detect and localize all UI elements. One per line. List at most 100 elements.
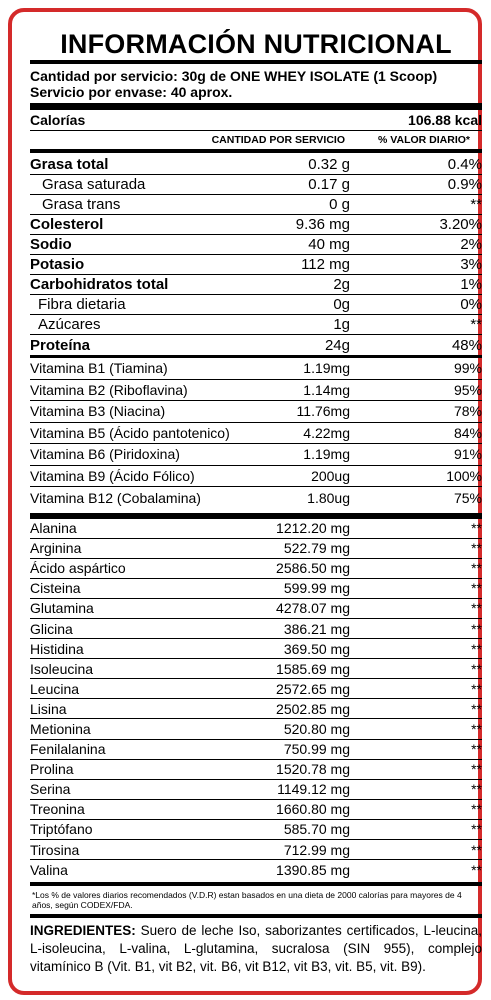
nutrient-dv: ** xyxy=(470,196,482,213)
aminoacid-row: Glutamina 4278.07 mg ** xyxy=(30,599,482,619)
nutrient-name: Prolina xyxy=(30,761,74,778)
nutrient-amount: 522.79 mg xyxy=(283,540,350,557)
nutrient-amount: 112 mg xyxy=(301,256,350,273)
vitamin-row: Vitamina B6 (Piridoxina) 1.19mg 91% xyxy=(30,444,482,466)
nutrient-amount: 1660.80 mg xyxy=(276,801,350,818)
nutrient-amount: 750.99 mg xyxy=(283,741,350,758)
vitamin-row: Vitamina B2 (Riboflavina) 1.14mg 95% xyxy=(30,380,482,401)
calories-divider xyxy=(30,130,482,131)
nutrient-amount: 9.36 mg xyxy=(295,216,350,233)
nutrient-amount: 1149.12 mg xyxy=(277,781,350,798)
nutrient-name: Alanina xyxy=(30,520,77,537)
nutrient-dv: 2% xyxy=(460,236,482,253)
calories-row: Calorías 106.88 kcal xyxy=(30,110,482,130)
nutrient-dv: 1% xyxy=(460,276,482,293)
nutrient-name: Vitamina B5 (Ácido pantotenico) xyxy=(30,424,230,441)
nutrient-dv: 84% xyxy=(453,424,482,441)
aminoacid-row: Fenilalanina 750.99 mg ** xyxy=(30,740,482,760)
title-divider xyxy=(30,60,482,64)
nutrient-amount: 0 g xyxy=(329,196,350,213)
nutrient-amount: 1.19mg xyxy=(303,360,350,377)
vitamin-row: Vitamina B1 (Tiamina) 1.19mg 99% xyxy=(30,358,482,380)
nutrient-name: Vitamina B6 (Piridoxina) xyxy=(30,446,180,463)
nutrient-name: Vitamina B3 (Niacina) xyxy=(30,403,166,420)
nutrient-dv: 0.4% xyxy=(447,156,482,173)
nutrient-dv: ** xyxy=(471,680,482,697)
header-dv: % VALOR DIARIO* xyxy=(378,134,470,146)
nutrient-amount: 40 mg xyxy=(308,236,350,253)
nutrient-dv: 3% xyxy=(460,256,482,273)
nutrient-amount: 712.99 mg xyxy=(283,841,350,858)
nutrient-row: Grasa total 0.32 g 0.4% xyxy=(30,155,482,175)
nutrient-amount: 1.14mg xyxy=(303,381,350,398)
vitamins-section: Vitamina B1 (Tiamina) 1.19mg 99% Vitamina B… xyxy=(30,358,482,509)
nutrient-dv: ** xyxy=(470,316,482,333)
nutrient-dv: 48% xyxy=(451,336,482,354)
footnote-divider xyxy=(30,914,482,919)
ingredients-text: Suero de leche Iso, saborizantes certifi… xyxy=(30,923,482,975)
serving-size: Cantidad por servicio: 30g de ONE WHEY I… xyxy=(30,68,438,84)
nutrient-name: Vitamina B1 (Tiamina) xyxy=(30,360,168,377)
aminoacid-row: Glicina 386.21 mg ** xyxy=(30,619,482,640)
nutrient-amount: 4278.07 mg xyxy=(276,600,350,617)
aminoacid-row: Histidina 369.50 mg ** xyxy=(30,639,482,660)
nutrient-dv: 78% xyxy=(453,403,482,420)
aminoacid-row: Leucina 2572.65 mg ** xyxy=(30,679,482,700)
aminoacid-row: Cisteina 599.99 mg ** xyxy=(30,579,482,599)
nutrient-amount: 0.17 g xyxy=(308,176,350,193)
nutrient-dv: ** xyxy=(471,540,482,557)
nutrient-dv: ** xyxy=(471,741,482,758)
nutrient-name: Metionina xyxy=(30,720,91,737)
nutrients-section: Grasa total 0.32 g 0.4% Grasa saturada 0.17 … xyxy=(30,155,482,355)
aminoacid-row: Isoleucina 1585.69 mg ** xyxy=(30,659,482,680)
aminoacids-section: Alanina 1212.20 mg ** Arginina 522.79 mg ** Ác… xyxy=(30,519,482,881)
vitamin-row: Vitamina B3 (Niacina) 11.76mg 78% xyxy=(30,401,482,423)
nutrient-name: Azúcares xyxy=(38,316,101,333)
nutrient-name: Lisina xyxy=(30,700,67,717)
nutrient-amount: 585.70 mg xyxy=(283,821,350,838)
nutrient-amount: 386.21 mg xyxy=(283,620,350,637)
nutrient-dv: ** xyxy=(471,560,482,577)
aminoacid-row: Ácido aspártico 2586.50 mg ** xyxy=(30,559,482,579)
nutrient-name: Histidina xyxy=(30,640,84,657)
column-header: CANTIDAD POR SERVICIO % VALOR DIARIO* xyxy=(30,131,482,149)
nutrition-label: INFORMACIÓN NUTRICIONAL Cantidad por ser… xyxy=(8,8,482,995)
aminoacid-row: Lisina 2502.85 mg ** xyxy=(30,699,482,720)
nutrient-dv: 0.9% xyxy=(447,176,482,193)
nutrient-row: Grasa trans 0 g ** xyxy=(30,195,482,215)
nutrient-dv: 75% xyxy=(453,489,482,506)
nutrient-dv: ** xyxy=(471,862,482,879)
nutrient-name: Serina xyxy=(30,781,71,798)
nutrient-dv: 0% xyxy=(460,296,482,313)
nutrient-amount: 11.76mg xyxy=(296,403,350,420)
nutrient-amount: 369.50 mg xyxy=(283,640,350,657)
nutrient-name: Cisteina xyxy=(30,580,81,597)
nutrient-name: Grasa trans xyxy=(42,196,121,213)
nutrient-amount: 1.19mg xyxy=(303,446,350,463)
nutrient-row: Proteína 24g 48% xyxy=(30,335,482,355)
nutrient-dv: ** xyxy=(471,620,482,637)
nutrient-name: Carbohidratos total xyxy=(30,276,169,293)
nutrient-dv: ** xyxy=(471,600,482,617)
nutrient-dv: 3.20% xyxy=(439,216,482,233)
nutrient-name: Ácido aspártico xyxy=(30,560,126,577)
nutrient-dv: ** xyxy=(471,841,482,858)
nutrient-amount: 1g xyxy=(333,316,350,333)
nutrient-amount: 2g xyxy=(333,276,350,293)
nutrient-name: Triptófano xyxy=(30,821,93,838)
nutrient-row: Potasio 112 mg 3% xyxy=(30,255,482,275)
nutrient-dv: 99% xyxy=(453,360,482,377)
nutrient-name: Vitamina B2 (Riboflavina) xyxy=(30,381,188,398)
nutrient-dv: ** xyxy=(471,640,482,657)
aminoacid-row: Treonina 1660.80 mg ** xyxy=(30,800,482,820)
nutrients-divider xyxy=(30,355,482,358)
nutrient-name: Valina xyxy=(30,862,68,879)
footnote: *Los % de valores diarios recomendados (… xyxy=(32,890,462,911)
aminoacid-row: Prolina 1520.78 mg ** xyxy=(30,760,482,780)
nutrient-row: Sodio 40 mg 2% xyxy=(30,235,482,255)
nutrient-name: Vitamina B9 (Ácido Fólico) xyxy=(30,467,195,484)
nutrient-name: Glicina xyxy=(30,620,73,637)
nutrient-amount: 1585.69 mg xyxy=(276,660,350,677)
vitamin-row: Vitamina B9 (Ácido Fólico) 200ug 100% xyxy=(30,466,482,487)
vitamin-row: Vitamina B5 (Ácido pantotenico) 4.22mg 84% xyxy=(30,423,482,444)
